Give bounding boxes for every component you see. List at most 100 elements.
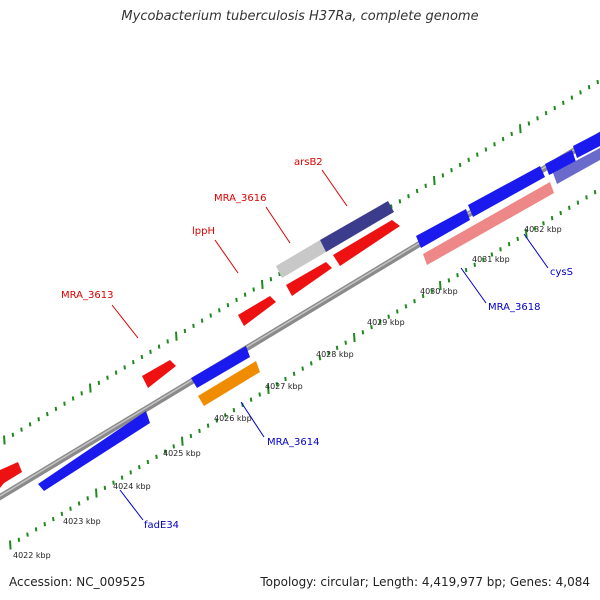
tick-mark — [149, 349, 152, 354]
tick-mark — [430, 288, 433, 293]
tick-mark — [353, 332, 356, 343]
forward-strand-genes — [0, 201, 400, 488]
tick-mark — [166, 339, 169, 344]
genome-summary-text: Topology: circular; Length: 4,419,977 bp… — [260, 575, 590, 589]
tick-mark — [71, 396, 75, 401]
tick-mark — [52, 516, 55, 522]
tick-mark — [140, 354, 144, 360]
tick-mark — [439, 281, 442, 291]
tick-mark — [252, 287, 255, 292]
tick-mark — [261, 279, 264, 289]
tick-mark — [458, 162, 462, 168]
kbp-label: 4025 kbp — [163, 449, 201, 458]
kbp-label: 4022 kbp — [13, 551, 51, 560]
tick-mark — [28, 422, 32, 427]
gene-label-cysS: cysS — [550, 267, 573, 278]
tick-mark — [258, 392, 261, 397]
gene-arrow-fadE34[interactable] — [38, 411, 150, 491]
tick-mark — [9, 540, 12, 550]
tick-mark — [267, 384, 270, 394]
tick-mark — [132, 360, 135, 365]
gene-label-mra-3614: MRA_3614 — [267, 437, 319, 448]
tick-mark — [576, 200, 580, 205]
tick-mark — [499, 247, 502, 252]
callout-line-mra-3613 — [111, 304, 139, 339]
tick-mark — [441, 173, 445, 178]
tick-mark — [415, 188, 419, 194]
tick-mark — [579, 90, 582, 95]
gene-arrow-mra-3618[interactable] — [423, 182, 554, 265]
callout-line-mra-3616 — [265, 206, 291, 244]
tick-mark — [570, 95, 574, 100]
tick-mark — [46, 411, 49, 417]
gene-arrow-reverse[interactable] — [573, 132, 600, 158]
tick-mark — [404, 304, 408, 309]
tick-mark — [69, 506, 72, 511]
tick-mark — [473, 262, 476, 267]
tick-mark — [421, 293, 425, 299]
accession-text: Accession: NC_009525 — [9, 575, 146, 589]
tick-mark — [562, 100, 565, 105]
tick-mark — [464, 267, 468, 273]
tick-mark — [447, 278, 451, 283]
tick-mark — [344, 340, 347, 345]
gene-arrow-reverse[interactable] — [191, 346, 250, 388]
kbp-label: 4030 kbp — [420, 287, 458, 296]
tick-mark — [275, 382, 279, 387]
tick-mark — [209, 313, 212, 318]
tick-mark — [20, 427, 23, 432]
gene-arrow-lpph[interactable] — [286, 262, 332, 296]
gene-arrow-reverse[interactable] — [468, 166, 545, 217]
tick-mark — [80, 391, 83, 396]
gene-arrow-arsB2[interactable] — [320, 201, 394, 252]
gene-arrow-forward[interactable] — [238, 296, 276, 326]
gene-arrow-reverse[interactable] — [416, 209, 470, 248]
tick-mark — [97, 380, 101, 386]
tick-mark — [413, 299, 416, 304]
tick-mark — [243, 292, 247, 297]
tick-mark — [544, 110, 548, 116]
tick-mark — [278, 271, 281, 277]
gene-arrow-cysS[interactable] — [553, 148, 600, 184]
tick-mark — [157, 344, 161, 349]
tick-mark — [536, 116, 539, 121]
tick-mark — [218, 308, 221, 313]
gene-arrow-reverse[interactable] — [545, 150, 576, 175]
tick-mark — [163, 449, 167, 454]
tick-mark — [456, 273, 459, 278]
callout-line-mra-3618 — [460, 267, 487, 304]
tick-mark — [11, 432, 15, 437]
tick-mark — [138, 465, 141, 470]
gene-label-mra-3613: MRA_3613 — [61, 290, 113, 301]
kbp-label: 4023 kbp — [63, 517, 101, 526]
gene-arrow-mra-3613[interactable] — [142, 360, 176, 388]
gene-arrow-mra-3614[interactable] — [198, 361, 260, 406]
tick-mark — [189, 433, 193, 439]
tick-mark — [155, 454, 158, 459]
gene-arrow-pseudogene[interactable] — [276, 240, 326, 278]
tick-mark — [77, 501, 81, 506]
tick-mark — [476, 152, 479, 157]
tick-mark — [198, 428, 201, 434]
tick-mark — [519, 124, 522, 134]
tick-mark — [596, 79, 599, 85]
tick-mark — [327, 350, 330, 356]
tick-mark — [370, 324, 373, 330]
tick-mark — [301, 366, 304, 371]
gene-arrow-mra-3616[interactable] — [333, 220, 400, 266]
tick-mark — [542, 221, 545, 226]
gene-label-mra-3616: MRA_3616 — [214, 193, 266, 204]
tick-mark — [43, 522, 46, 527]
tick-mark — [493, 142, 496, 147]
callout-line-arsB2 — [321, 169, 348, 207]
tick-mark — [175, 331, 178, 341]
tick-mark — [224, 413, 227, 418]
reverse-strand-genes — [38, 132, 600, 491]
kbp-label: 4026 kbp — [214, 414, 252, 423]
tick-mark — [235, 297, 238, 303]
gene-arrow-forward[interactable] — [0, 462, 22, 488]
kbp-label: 4031 kbp — [472, 255, 510, 264]
callout-lines — [111, 169, 549, 521]
tick-mark — [559, 210, 562, 216]
